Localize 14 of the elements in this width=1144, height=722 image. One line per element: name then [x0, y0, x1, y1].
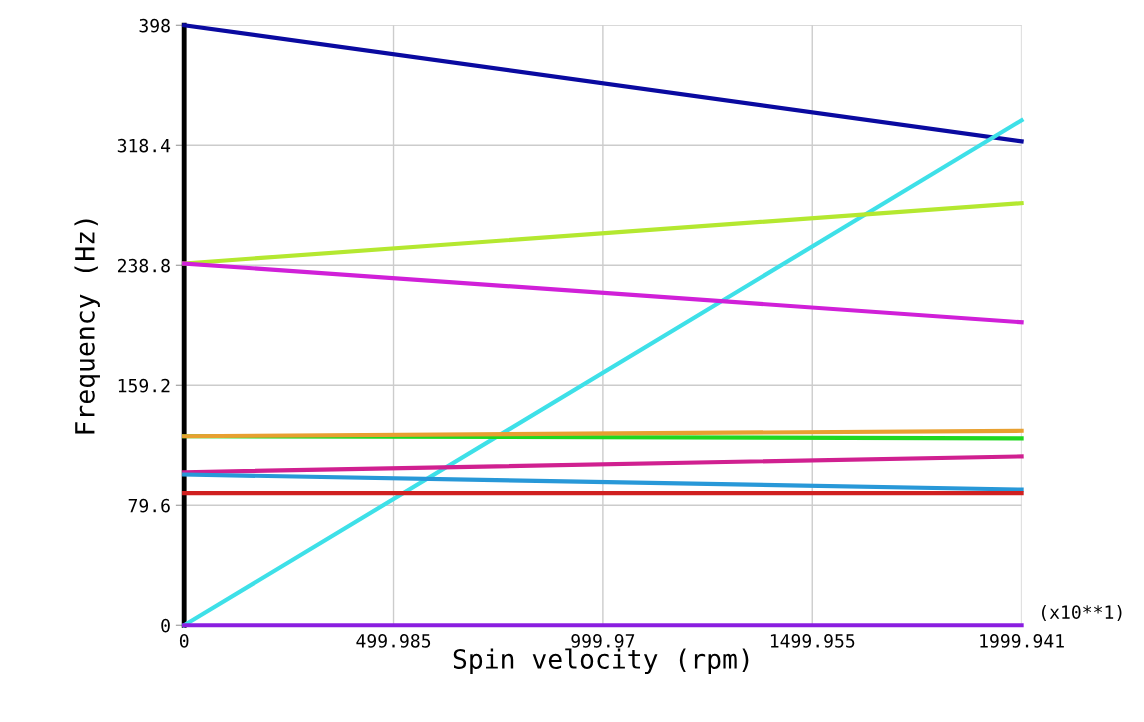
y-tick-label: 0 [161, 618, 170, 633]
x-tick-label: 499.985 [356, 634, 431, 648]
x-tick-label: 0 [179, 634, 189, 648]
y-axis-title: Frequency (Hz) [74, 219, 100, 434]
y-tick-label: 398 [139, 18, 170, 33]
x-tick-label: 1499.955 [770, 634, 855, 648]
text: (x10**1) [1042, 605, 1122, 622]
y-tick-label: 159.2 [118, 378, 170, 393]
y-tick-label: 318.4 [117, 138, 171, 153]
y-tick-label: 79.6 [128, 498, 170, 513]
y-tick-label: 238.8 [117, 258, 170, 273]
x-tick-label: 1999.941 [980, 634, 1064, 648]
x-tick-label: 999.97 [571, 634, 635, 648]
x-axis-title: Spin velocity (rpm) [453, 648, 749, 675]
